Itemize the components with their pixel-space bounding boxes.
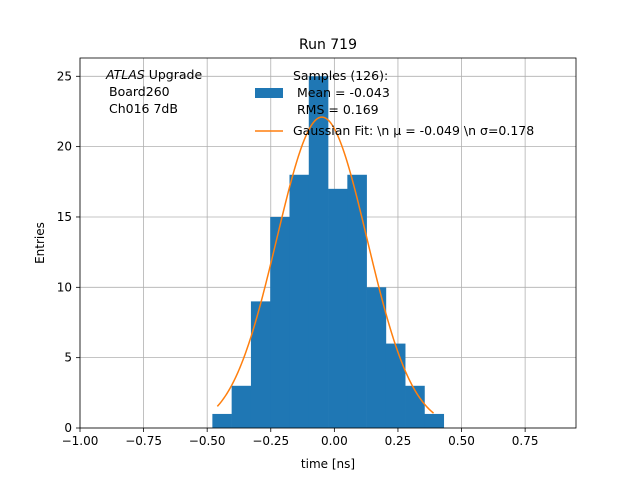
plot-frame [79,57,577,429]
x-axis-label: time [ns] [301,457,355,471]
x-tick-label: 0.00 [321,434,348,448]
y-tick-label: 15 [57,210,72,224]
histogram-bar [250,301,271,428]
gaussian-fit-curve [216,116,435,414]
histogram-bar [289,174,310,428]
legend-hist-line-1: Samples (126): [293,68,388,83]
y-tick-label: 20 [57,140,72,154]
y-axis-ticks: 0 5 10 15 20 25 [57,69,80,435]
histogram-bar [270,216,290,428]
legend-hist-line-2: Mean = -0.043 [297,85,390,100]
legend: Samples (126): Mean = -0.043 RMS = 0.169… [255,68,534,138]
annotation-atlas: ATLAS [105,67,145,82]
atlas-annotation: ATLAS Upgrade Board260 Ch016 7dB [105,67,202,116]
x-tick-label: −0.25 [252,434,289,448]
x-tick-label: 0.50 [448,434,475,448]
y-axis-label: Entries [33,222,47,264]
y-tick-label: 0 [64,421,72,435]
legend-hist-line-3: RMS = 0.169 [297,102,379,117]
histogram-bar [366,287,387,428]
histogram-bar [231,385,252,428]
x-tick-label: −1.00 [62,434,99,448]
histogram-bar [328,188,348,428]
x-tick-label: −0.75 [125,434,162,448]
y-tick-label: 25 [57,69,72,83]
histogram-bar [212,413,232,428]
histogram-bars [212,76,445,428]
histogram-bar [308,76,329,428]
histogram-bar [424,413,445,428]
y-tick-label: 5 [64,351,72,365]
y-tick-label: 10 [57,280,72,294]
annotation-upgrade: Upgrade [145,67,203,82]
histogram-bar [385,343,406,428]
x-axis-ticks: −1.00 −0.75 −0.50 −0.25 0.00 0.25 0.50 0.75 [62,428,539,448]
x-tick-label: −0.50 [189,434,226,448]
x-tick-label: 0.75 [512,434,539,448]
legend-fit-label: Gaussian Fit: \n μ = -0.049 \n σ=0.178 [293,123,534,138]
legend-hist-swatch [255,88,283,98]
annotation-line-1: ATLAS Upgrade [105,67,202,82]
annotation-line-3: Ch016 7dB [109,101,178,116]
annotation-line-2: Board260 [109,84,170,99]
histogram-bar [347,174,367,428]
chart-title: Run 719 [299,37,357,53]
histogram-bar [405,385,425,428]
x-tick-label: 0.25 [385,434,412,448]
